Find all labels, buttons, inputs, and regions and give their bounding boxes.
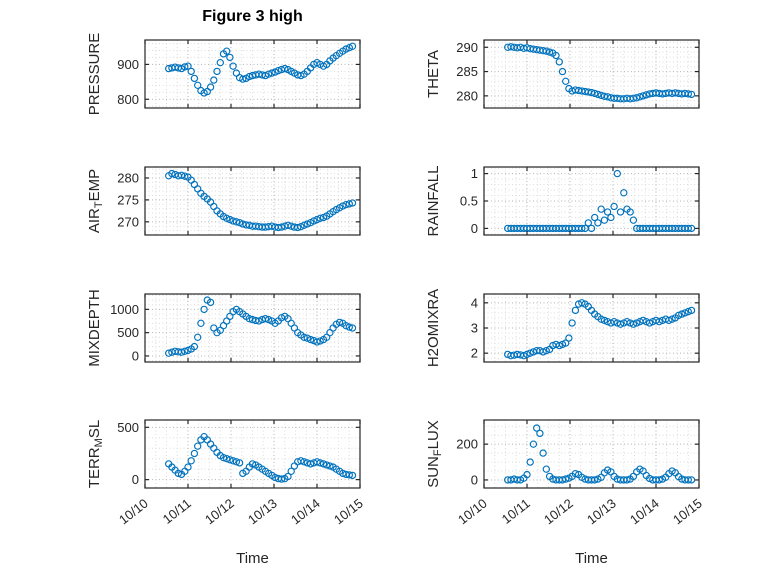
svg-text:10/11: 10/11 bbox=[499, 496, 533, 527]
svg-text:10/14: 10/14 bbox=[288, 496, 323, 528]
ylabel-airtemp: AIRTEMP bbox=[86, 169, 105, 233]
subplot-mixdepth: 0 500 1000 MIXDEPTH bbox=[85, 280, 370, 381]
svg-text:800: 800 bbox=[117, 92, 139, 107]
y-tick-labels: 280 285 290 bbox=[456, 40, 478, 104]
svg-text:200: 200 bbox=[456, 437, 478, 452]
svg-text:10/12: 10/12 bbox=[541, 496, 576, 528]
subplot-airtemp: 270 275 280 AIRTEMP bbox=[85, 153, 370, 254]
y-tick-labels: 2 3 4 bbox=[471, 295, 478, 360]
svg-text:0: 0 bbox=[471, 221, 478, 236]
svg-text:10/13: 10/13 bbox=[584, 496, 619, 528]
subplot-theta: 280 285 290 THETA bbox=[424, 26, 709, 127]
svg-text:10/13: 10/13 bbox=[245, 496, 280, 528]
y-tick-labels: 270 275 280 bbox=[117, 170, 139, 229]
data-points bbox=[504, 424, 696, 484]
svg-text:10/12: 10/12 bbox=[202, 496, 237, 528]
ylabel-mixdepth: MIXDEPTH bbox=[86, 289, 103, 367]
subplot-terrmsl: 0 500 10/10 10/11 10/12 10/13 10/14 10/15 TERRMS… bbox=[85, 406, 370, 561]
svg-text:280: 280 bbox=[456, 88, 478, 103]
data-points bbox=[165, 433, 357, 483]
axes-box bbox=[483, 39, 700, 109]
axes-box bbox=[144, 166, 361, 236]
data-points bbox=[165, 169, 357, 232]
ylabel-terrmsl: TERRMSL bbox=[86, 420, 105, 488]
figure-title: Figure 3 high bbox=[202, 8, 303, 25]
data-points bbox=[165, 296, 357, 357]
minor-grid bbox=[145, 420, 360, 488]
major-grid bbox=[145, 294, 360, 362]
axes-box bbox=[144, 293, 361, 363]
ylabel-pressure: PRESSURE bbox=[86, 33, 103, 116]
subplot-svg-h2omixra: 2 3 4 H2OMIXRA bbox=[425, 289, 700, 367]
svg-text:290: 290 bbox=[456, 40, 478, 55]
axes-box bbox=[483, 166, 700, 236]
subplot-pressure: 800 900 PRESSURE bbox=[85, 26, 370, 127]
svg-text:280: 280 bbox=[117, 170, 139, 185]
axes-box bbox=[483, 293, 700, 363]
minor-grid bbox=[145, 294, 360, 362]
xlabel-time-left: Time bbox=[236, 550, 269, 567]
svg-text:500: 500 bbox=[117, 420, 139, 435]
subplot-rainfall: 0 0.5 1 RAINFALL bbox=[424, 153, 709, 254]
svg-text:10/15: 10/15 bbox=[331, 496, 366, 528]
ylabel-sunflux: SUNFLUX bbox=[425, 420, 444, 488]
svg-text:10/10: 10/10 bbox=[116, 496, 151, 528]
svg-text:4: 4 bbox=[471, 295, 478, 310]
data-points bbox=[165, 42, 357, 97]
data-points bbox=[504, 43, 696, 103]
svg-text:0: 0 bbox=[471, 472, 478, 487]
subplot-svg-terrmsl: 0 500 10/10 10/11 10/12 10/13 10/14 10/15 TERRMS… bbox=[86, 419, 366, 528]
axes-box bbox=[144, 39, 361, 109]
svg-text:285: 285 bbox=[456, 64, 478, 79]
subplot-svg-mixdepth: 0 500 1000 MIXDEPTH bbox=[86, 289, 361, 367]
data-points bbox=[504, 169, 696, 233]
x-tick-labels: 10/10 10/11 10/12 10/13 10/14 10/15 bbox=[455, 496, 705, 528]
y-tick-labels: 0 200 bbox=[456, 437, 478, 488]
svg-text:1000: 1000 bbox=[110, 302, 139, 317]
svg-text:10/10: 10/10 bbox=[455, 496, 490, 528]
minor-grid bbox=[484, 167, 699, 235]
y-tick-labels: 0 500 1000 bbox=[110, 302, 139, 364]
svg-text:270: 270 bbox=[117, 214, 139, 229]
subplot-h2omixra: 2 3 4 H2OMIXRA bbox=[424, 280, 709, 381]
svg-text:275: 275 bbox=[117, 192, 139, 207]
svg-text:10/11: 10/11 bbox=[160, 496, 194, 527]
svg-text:1: 1 bbox=[471, 166, 478, 181]
subplot-sunflux: 0 200 10/10 10/11 10/12 10/13 10/14 10/15 SUNFLU… bbox=[424, 406, 709, 561]
major-grid bbox=[484, 420, 699, 488]
y-tick-labels: 0 500 bbox=[117, 420, 139, 487]
data-points bbox=[504, 299, 696, 360]
axes-box bbox=[483, 419, 700, 489]
y-tick-labels: 00.51 bbox=[460, 166, 478, 236]
subplot-svg-airtemp: 270 275 280 AIRTEMP bbox=[86, 166, 361, 236]
svg-text:2: 2 bbox=[471, 346, 478, 361]
svg-text:500: 500 bbox=[117, 325, 139, 340]
axes-box bbox=[144, 419, 361, 489]
xlabel-time-right: Time bbox=[575, 550, 608, 567]
subplot-svg-theta: 280 285 290 THETA bbox=[425, 39, 700, 109]
svg-text:0: 0 bbox=[132, 348, 139, 363]
subplot-svg-sunflux: 0 200 10/10 10/11 10/12 10/13 10/14 10/15 SUNFLU… bbox=[425, 419, 705, 528]
svg-text:0: 0 bbox=[132, 472, 139, 487]
ylabel-theta: THETA bbox=[425, 50, 442, 98]
minor-grid bbox=[484, 420, 699, 488]
svg-text:10/14: 10/14 bbox=[627, 496, 662, 528]
svg-text:10/15: 10/15 bbox=[670, 496, 705, 528]
svg-text:3: 3 bbox=[471, 321, 478, 336]
y-tick-labels: 800 900 bbox=[117, 57, 139, 107]
ylabel-h2omixra: H2OMIXRA bbox=[425, 289, 442, 367]
subplot-svg-pressure: 800 900 PRESSURE bbox=[86, 33, 361, 116]
major-grid bbox=[145, 420, 360, 488]
svg-text:900: 900 bbox=[117, 57, 139, 72]
ylabel-rainfall: RAINFALL bbox=[425, 166, 442, 237]
x-tick-labels: 10/10 10/11 10/12 10/13 10/14 10/15 bbox=[116, 496, 366, 528]
svg-text:0.5: 0.5 bbox=[460, 194, 478, 209]
